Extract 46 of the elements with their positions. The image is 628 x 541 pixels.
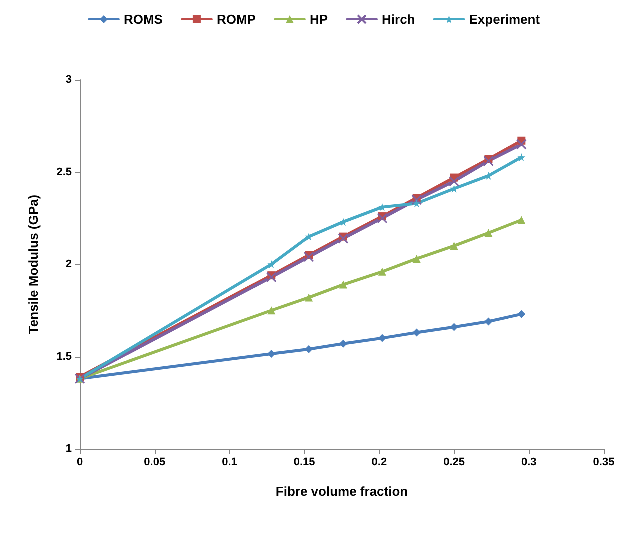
point [338,233,349,244]
legend-label: Experiment [469,12,541,27]
point [483,156,494,166]
point [304,252,314,262]
point [412,254,421,263]
point [268,260,276,268]
point [516,139,527,150]
point [305,294,314,302]
x-tick-label: 0 [76,456,84,468]
point [412,328,421,337]
point [449,176,460,187]
y-tick-label: 1 [66,443,72,455]
legend-label: ROMP [216,12,256,27]
point [484,229,493,238]
point [378,268,386,276]
x-tick-label: 0.3 [521,456,537,468]
x-tick-label: 0.2 [372,456,388,468]
y-tick-label: 3 [66,74,72,86]
y-tick-label: 2.5 [56,166,72,178]
point [412,194,422,206]
point [339,280,348,289]
point [518,216,526,224]
point [518,153,526,162]
point [518,310,526,318]
x-tick-label: 0.05 [144,456,166,468]
point [305,345,314,354]
point [412,200,421,208]
x-tick-label: 0.1 [222,456,238,468]
x-tick-label: 0.35 [593,456,615,468]
point [266,272,277,283]
y-tick-label: 1.5 [56,350,72,363]
x-axis-title: Fibre volume fraction [276,484,408,499]
point [450,242,458,250]
point [377,213,388,224]
legend-label: Hirch [382,12,416,27]
point [450,323,458,332]
point [268,306,276,315]
legend-label: ROMS [124,12,164,27]
point [484,172,493,180]
point [484,318,493,326]
x-tick-label: 0.25 [444,456,465,468]
y-axis-title: Tensile Modulus (GPa) [26,194,41,334]
y-tick-label: 2 [66,258,72,270]
legend-label: HP [310,12,328,27]
x-tick-label: 0.15 [294,456,316,468]
point [378,334,386,342]
